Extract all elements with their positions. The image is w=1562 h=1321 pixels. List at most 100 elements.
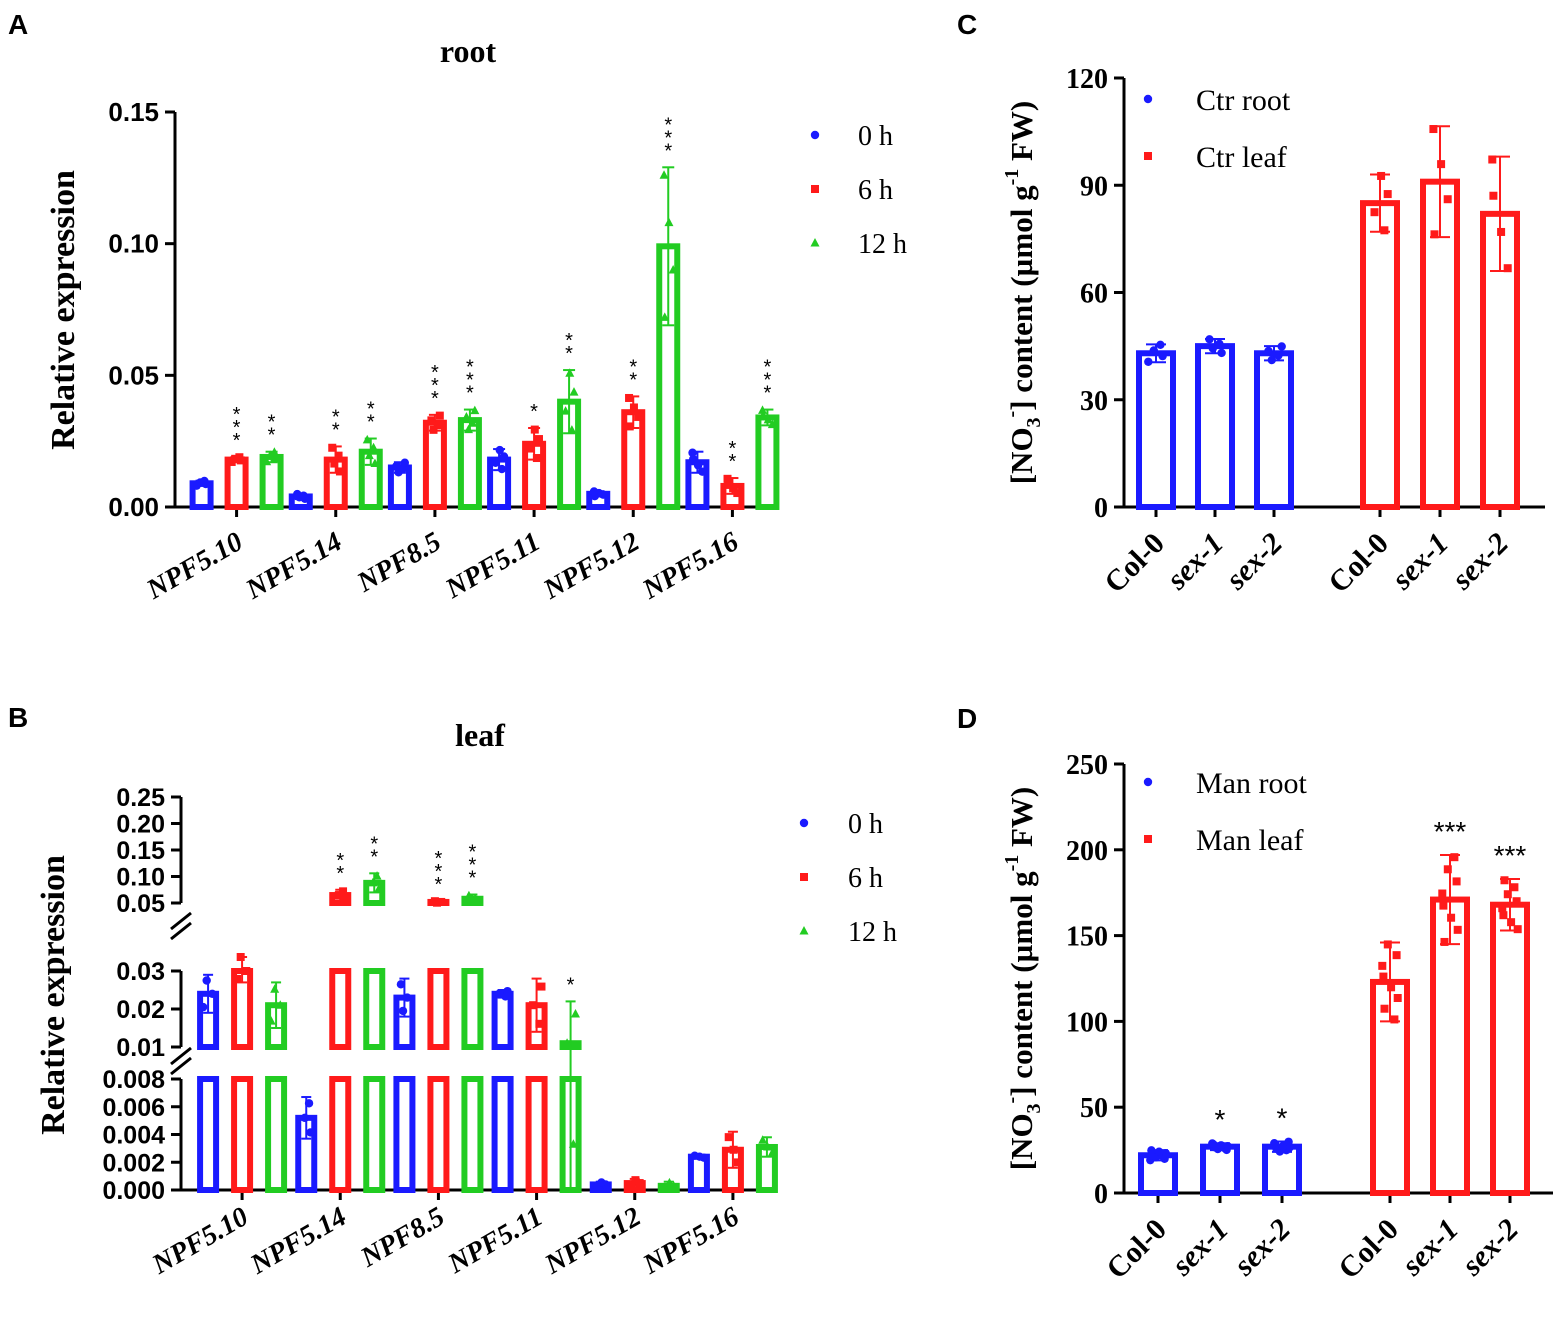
bar-12h-NPF5.14: ** xyxy=(358,399,383,511)
data-point xyxy=(1443,195,1452,204)
data-point xyxy=(529,1001,538,1010)
data-point xyxy=(328,443,337,452)
data-point xyxy=(369,442,379,452)
data-point xyxy=(669,1180,679,1190)
bar xyxy=(1360,200,1400,510)
y-tick-label: 0.10 xyxy=(116,864,165,892)
significance: *** xyxy=(664,114,672,162)
data-point xyxy=(1489,191,1498,200)
data-point xyxy=(724,479,733,488)
data-point xyxy=(1503,264,1512,273)
bar-12h-NPF5.16 xyxy=(755,1135,778,1194)
data-point xyxy=(1270,1138,1279,1148)
data-point xyxy=(372,871,382,880)
legend-marker xyxy=(800,873,808,881)
bar-segment xyxy=(461,1076,484,1193)
data-point xyxy=(535,1019,544,1028)
bar-6h-NPF5.11 xyxy=(525,977,548,1193)
significance-star: * xyxy=(664,127,672,149)
bar xyxy=(1254,350,1294,510)
legend-label: Man leaf xyxy=(1196,824,1303,857)
data-point xyxy=(1438,889,1447,898)
legend-label: 0 h xyxy=(858,121,893,152)
y-axis-label-part: FW) xyxy=(1004,101,1039,169)
data-point xyxy=(1215,339,1224,349)
significance-star: * xyxy=(233,417,241,439)
bar-6h-NPF5.16 xyxy=(721,1130,744,1193)
data-point xyxy=(1440,937,1449,946)
bar-segment xyxy=(491,1076,514,1193)
data-point xyxy=(233,974,242,983)
bar-Man-root-1: * xyxy=(1200,1104,1240,1196)
data-point xyxy=(1392,951,1401,960)
data-point xyxy=(1507,918,1516,927)
legend-label: 0 h xyxy=(848,809,883,840)
x-tick-label: NPF5.14 xyxy=(244,1201,351,1281)
bar-12h-NPF5.10 xyxy=(265,981,288,1193)
significance: *** xyxy=(466,357,474,405)
data-point xyxy=(724,1133,733,1142)
bar-0h-NPF8.5 xyxy=(393,977,416,1193)
significance-star: * xyxy=(233,404,241,426)
data-point xyxy=(729,484,738,493)
error-bar xyxy=(662,166,675,327)
y-tick-label: 0.004 xyxy=(102,1122,165,1150)
data-point xyxy=(470,405,480,415)
y-axis-label-part: ] content (µmol g xyxy=(1004,185,1039,411)
x-tick-label: sex-2 xyxy=(1445,527,1515,597)
bar-segment xyxy=(427,968,450,1050)
data-point xyxy=(430,897,439,906)
data-point xyxy=(660,1183,670,1193)
data-point xyxy=(495,445,504,455)
significance-star: * xyxy=(469,868,477,890)
significance-star: * xyxy=(435,874,443,896)
legend-label: 12 h xyxy=(858,229,907,260)
y-tick-label: 150 xyxy=(1066,922,1108,953)
significance-star: * xyxy=(466,357,474,379)
significance-star: * xyxy=(332,406,340,428)
data-point xyxy=(392,461,401,471)
data-point xyxy=(565,368,575,377)
bar-6h-NPF8.5: *** xyxy=(422,362,447,511)
y-axis-label-part: FW) xyxy=(1004,787,1039,855)
data-point xyxy=(497,464,507,474)
data-point xyxy=(271,453,281,463)
bar-12h-NPF5.10: ** xyxy=(259,412,284,511)
bar-segment xyxy=(525,1076,548,1193)
x-tick-label: NPF5.16 xyxy=(637,526,744,606)
bar-Ctr-leaf-5 xyxy=(1480,155,1520,510)
significance: *** xyxy=(431,362,439,410)
data-point xyxy=(532,454,541,463)
data-point xyxy=(231,454,240,463)
y-tick-label: 0.008 xyxy=(102,1066,165,1094)
significance: ** xyxy=(629,356,637,391)
axis-break-mark xyxy=(170,1056,192,1076)
data-point xyxy=(1274,351,1283,360)
data-point xyxy=(589,487,599,496)
bar xyxy=(224,456,249,511)
error-bar xyxy=(565,1000,576,1191)
bar-0h-NPF5.10 xyxy=(197,973,220,1193)
bar xyxy=(1195,343,1235,510)
bar-0h-NPF5.11 xyxy=(487,445,512,511)
bar-segment xyxy=(231,1076,254,1193)
x-tick-label: NPF5.11 xyxy=(442,1201,548,1280)
data-point xyxy=(631,1176,640,1185)
data-point xyxy=(398,1006,408,1016)
y-tick-label: 0.002 xyxy=(102,1149,165,1177)
data-point xyxy=(1500,876,1509,885)
significance-star: * xyxy=(469,842,477,864)
bar-Man-root-0 xyxy=(1138,1146,1178,1197)
data-point xyxy=(568,1139,578,1148)
data-point xyxy=(1377,171,1386,180)
significance-star: * xyxy=(565,343,573,365)
y-tick-label: 0.05 xyxy=(116,890,165,918)
data-point xyxy=(1387,983,1396,992)
significance-star: * xyxy=(729,438,737,460)
bar-12h-NPF5.11: ** xyxy=(557,330,582,510)
chart-title: root xyxy=(440,33,497,69)
data-point xyxy=(1447,913,1456,922)
bar-segment xyxy=(329,968,352,1050)
y-tick-label: 0.02 xyxy=(116,996,165,1024)
significance: * xyxy=(1215,1104,1226,1135)
